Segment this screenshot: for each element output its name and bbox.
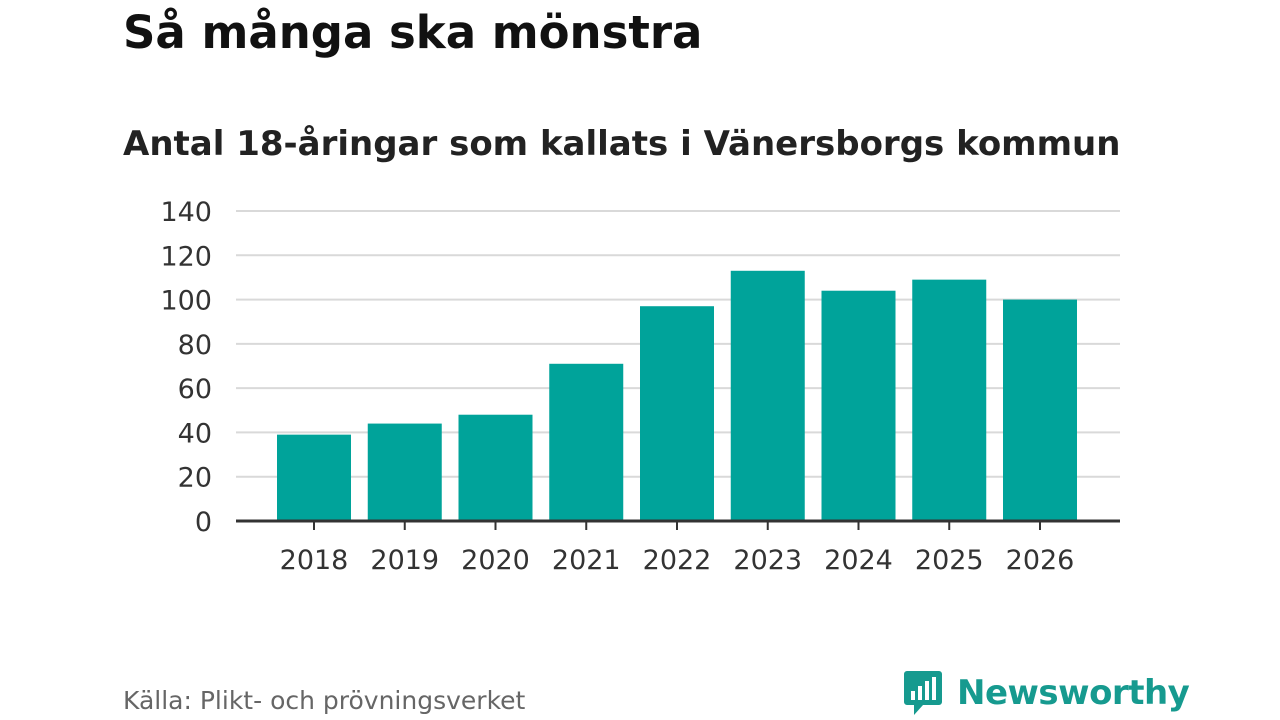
- y-tick-label: 40: [178, 418, 212, 449]
- newsworthy-logo-icon: [904, 671, 942, 715]
- y-tick-label: 120: [160, 241, 212, 272]
- x-tick-label: 2024: [824, 545, 893, 576]
- x-tick-label: 2025: [915, 545, 984, 576]
- y-tick-label: 80: [178, 330, 212, 361]
- bar: [912, 279, 987, 521]
- y-tick-label: 100: [160, 286, 212, 317]
- x-tick-label: 2022: [643, 545, 712, 576]
- x-tick-label: 2026: [1006, 545, 1075, 576]
- x-tick-label: 2021: [552, 545, 621, 576]
- x-tick-label: 2018: [280, 545, 349, 576]
- bar: [458, 414, 533, 521]
- x-tick-label: 2020: [461, 545, 530, 576]
- chart-subtitle: Antal 18-åringar som kallats i Vänersbor…: [123, 124, 1121, 164]
- bar: [1003, 299, 1077, 521]
- source-note: Källa: Plikt- och prövningsverket: [123, 686, 526, 715]
- bar: [640, 306, 714, 521]
- x-tick-label: 2023: [733, 545, 802, 576]
- y-tick-label: 60: [178, 374, 212, 405]
- brand-logo: Newsworthy: [903, 668, 1190, 718]
- bar: [549, 363, 624, 521]
- y-tick-label: 140: [160, 197, 212, 228]
- bar: [730, 270, 805, 521]
- y-tick-label: 0: [195, 507, 212, 538]
- bar: [821, 290, 896, 521]
- brand-name: Newsworthy: [957, 673, 1190, 713]
- bar: [367, 423, 442, 521]
- chart-title: Så många ska mönstra: [123, 6, 703, 59]
- bar: [277, 434, 351, 521]
- x-tick-label: 2019: [370, 545, 439, 576]
- y-tick-label: 20: [178, 463, 212, 494]
